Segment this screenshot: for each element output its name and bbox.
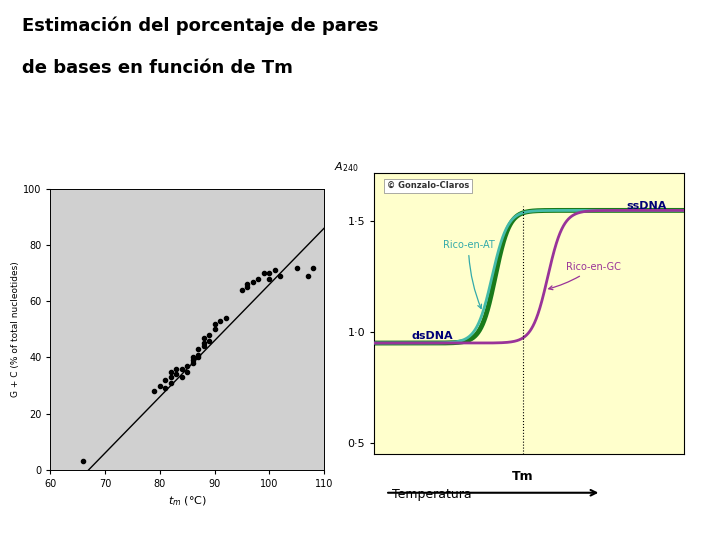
Point [198, 342, 210, 350]
Point [215, 316, 226, 325]
Point [181, 362, 193, 370]
Point [78, 457, 89, 465]
Text: Rico-en-GC: Rico-en-GC [549, 262, 621, 289]
Point [247, 278, 258, 286]
Point [203, 330, 215, 339]
Point [192, 345, 204, 353]
Text: Rico-en-AT: Rico-en-AT [443, 240, 494, 308]
Point [192, 350, 204, 359]
Point [160, 384, 171, 393]
Point [165, 367, 176, 376]
Point [181, 367, 193, 376]
Text: $A_{240}$: $A_{240}$ [334, 160, 359, 174]
Point [209, 325, 220, 334]
Point [242, 280, 253, 289]
Point [171, 370, 182, 379]
Point [220, 314, 231, 322]
Point [269, 266, 281, 275]
Point [198, 334, 210, 342]
Text: dsDNA: dsDNA [412, 330, 453, 341]
Text: © Gonzalo-Claros: © Gonzalo-Claros [387, 181, 469, 190]
Point [165, 379, 176, 387]
Point [274, 272, 286, 280]
Point [187, 353, 199, 362]
Text: Tm: Tm [512, 470, 534, 483]
Point [236, 286, 248, 294]
Point [209, 320, 220, 328]
Point [258, 269, 269, 278]
Point [198, 339, 210, 348]
Point [264, 269, 275, 278]
Text: Estimación del porcentaje de pares: Estimación del porcentaje de pares [22, 16, 378, 35]
Y-axis label: G + C (% of total nucleotides): G + C (% of total nucleotides) [12, 261, 20, 397]
Point [253, 274, 264, 283]
Text: ssDNA: ssDNA [626, 201, 667, 212]
Point [187, 356, 199, 364]
Point [148, 387, 160, 395]
Point [192, 353, 204, 362]
Point [203, 336, 215, 345]
Point [171, 364, 182, 373]
Point [165, 373, 176, 381]
Point [154, 381, 166, 390]
Point [291, 264, 302, 272]
Point [302, 272, 313, 280]
Point [160, 376, 171, 384]
Text: Temperatura: Temperatura [392, 488, 480, 501]
Point [242, 283, 253, 292]
Point [264, 274, 275, 283]
X-axis label: $\mathit{t}_{m}$ (°C): $\mathit{t}_{m}$ (°C) [168, 495, 207, 508]
Text: de bases en función de Tm: de bases en función de Tm [22, 59, 292, 77]
Point [176, 364, 187, 373]
Point [187, 359, 199, 367]
Point [176, 373, 187, 381]
Point [307, 264, 319, 272]
